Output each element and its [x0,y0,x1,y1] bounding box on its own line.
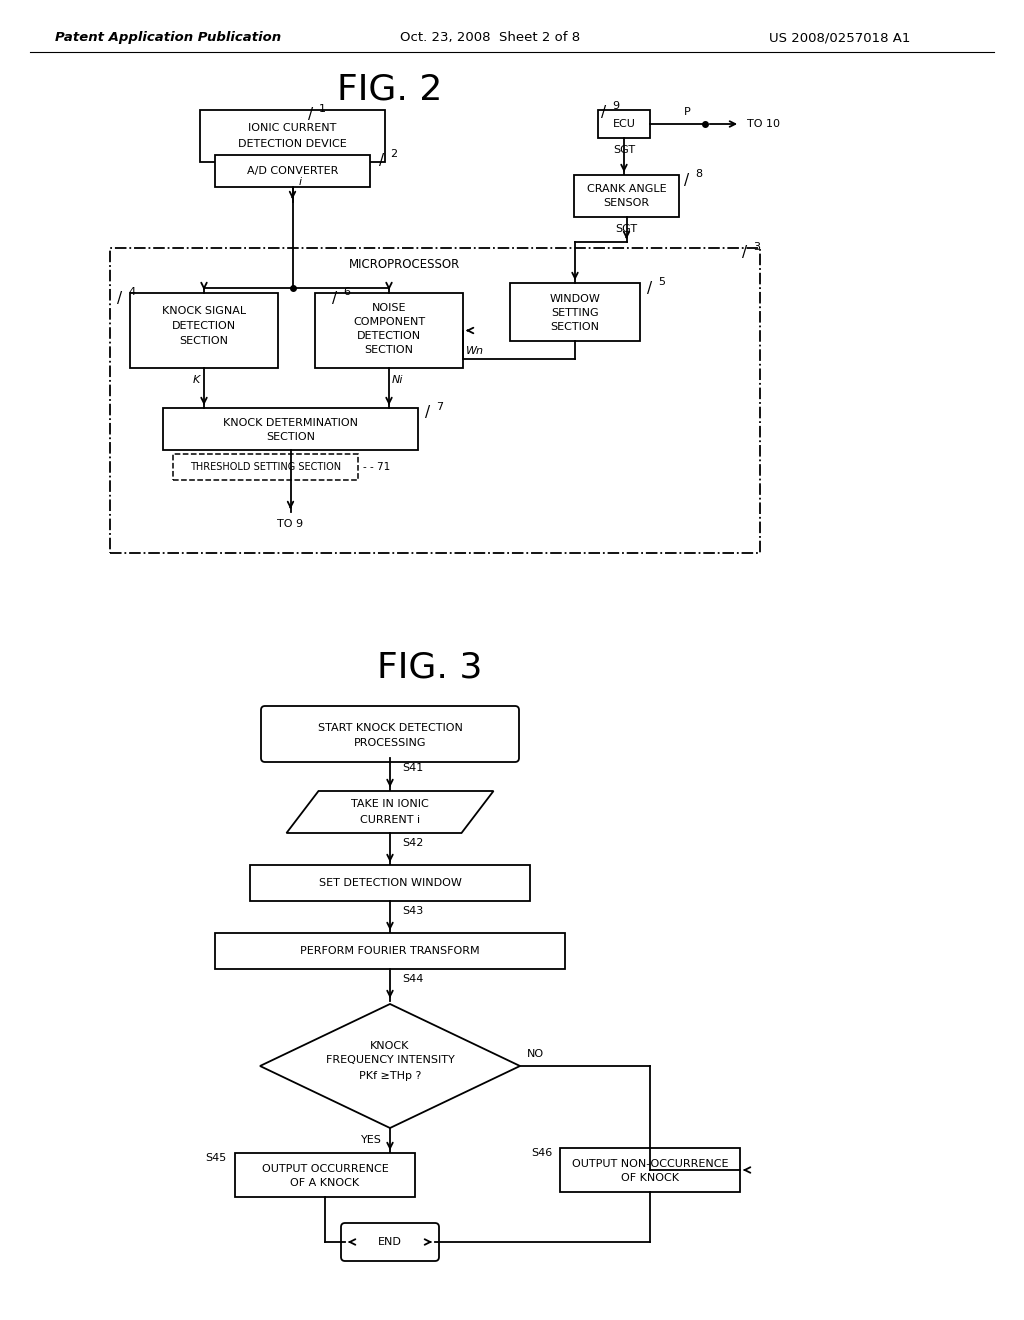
Text: SECTION: SECTION [266,432,315,442]
Bar [598,110,650,139]
Text: S43: S43 [402,906,423,916]
Text: /: / [647,281,652,296]
Text: DETECTION: DETECTION [172,321,237,331]
Text: DETECTION: DETECTION [357,331,421,341]
Text: Ni: Ni [391,375,402,385]
Text: OUTPUT NON-OCCURRENCE: OUTPUT NON-OCCURRENCE [571,1159,728,1170]
Text: FIG. 2: FIG. 2 [337,73,442,107]
Text: DETECTION DEVICE: DETECTION DEVICE [239,139,347,149]
Text: SECTION: SECTION [179,337,228,346]
Text: SETTING: SETTING [551,308,599,318]
Bar [250,865,530,902]
Text: - - 71: - - 71 [362,462,390,473]
Text: SECTION: SECTION [365,345,414,355]
Text: CRANK ANGLE: CRANK ANGLE [587,183,667,194]
Text: /: / [684,173,689,187]
Text: OF KNOCK: OF KNOCK [621,1173,679,1183]
Text: CURRENT i: CURRENT i [360,814,420,825]
Text: S45: S45 [206,1152,227,1163]
Text: /: / [425,405,430,421]
Text: 3: 3 [753,242,760,252]
Text: END: END [378,1237,402,1247]
Text: 8: 8 [695,169,702,180]
Text: 4: 4 [128,286,135,297]
Text: ECU: ECU [612,119,636,129]
Text: SGT: SGT [615,224,638,234]
Text: OF A KNOCK: OF A KNOCK [291,1177,359,1188]
Text: 6: 6 [343,286,350,297]
Text: NOISE: NOISE [372,304,407,313]
Text: S41: S41 [402,763,423,774]
Text: 1: 1 [318,104,326,114]
Bar [215,154,370,187]
Text: PERFORM FOURIER TRANSFORM: PERFORM FOURIER TRANSFORM [300,946,480,956]
Text: NO: NO [526,1049,544,1059]
Text: Wn: Wn [466,346,484,356]
Bar [130,293,278,368]
Text: START KNOCK DETECTION: START KNOCK DETECTION [317,723,463,733]
Text: FREQUENCY INTENSITY: FREQUENCY INTENSITY [326,1055,455,1065]
Text: /: / [601,104,606,120]
Text: PROCESSING: PROCESSING [353,738,426,748]
Bar [173,454,358,480]
Polygon shape [287,791,494,833]
Text: PKf ≥THp ?: PKf ≥THp ? [358,1071,421,1081]
Text: S42: S42 [402,838,423,847]
Text: SGT: SGT [613,145,635,154]
Bar [163,408,418,450]
Bar [574,176,679,216]
Text: TO 9: TO 9 [278,519,303,529]
Text: SENSOR: SENSOR [603,198,649,209]
Text: Patent Application Publication: Patent Application Publication [55,32,281,45]
Text: US 2008/0257018 A1: US 2008/0257018 A1 [769,32,910,45]
Text: K: K [193,375,200,385]
Text: FIG. 3: FIG. 3 [377,651,482,685]
Text: IONIC CURRENT: IONIC CURRENT [248,123,337,133]
Bar [234,1152,415,1197]
Text: TO 10: TO 10 [746,119,780,129]
Text: COMPONENT: COMPONENT [353,317,425,327]
Text: 9: 9 [612,102,620,111]
Text: KNOCK: KNOCK [371,1041,410,1051]
Text: WINDOW: WINDOW [550,294,600,304]
Bar [510,282,640,341]
Text: MICROPROCESSOR: MICROPROCESSOR [349,257,461,271]
Polygon shape [260,1005,520,1129]
Text: YES: YES [361,1135,382,1144]
Text: i: i [299,177,302,187]
FancyBboxPatch shape [261,706,519,762]
Text: KNOCK DETERMINATION: KNOCK DETERMINATION [223,418,358,428]
Bar [215,933,565,969]
Bar [200,110,385,162]
Text: 7: 7 [436,403,443,412]
Text: 5: 5 [658,277,665,286]
Text: /: / [380,153,385,168]
Text: /: / [742,246,748,260]
Text: S44: S44 [402,974,423,983]
Text: 2: 2 [390,149,397,158]
Text: KNOCK SIGNAL: KNOCK SIGNAL [162,306,246,315]
FancyBboxPatch shape [341,1224,439,1261]
Text: S46: S46 [530,1148,552,1158]
Text: SECTION: SECTION [551,322,599,333]
Text: THRESHOLD SETTING SECTION: THRESHOLD SETTING SECTION [189,462,341,473]
Text: TAKE IN IONIC: TAKE IN IONIC [351,799,429,809]
Text: P: P [684,107,690,117]
Text: /: / [333,290,338,305]
Text: A/D CONVERTER: A/D CONVERTER [247,166,338,176]
Bar [110,248,760,553]
Bar [315,293,463,368]
Text: Oct. 23, 2008  Sheet 2 of 8: Oct. 23, 2008 Sheet 2 of 8 [400,32,580,45]
Text: SET DETECTION WINDOW: SET DETECTION WINDOW [318,878,462,888]
Text: /: / [118,290,123,305]
Text: OUTPUT OCCURRENCE: OUTPUT OCCURRENCE [261,1164,388,1173]
Bar [560,1148,740,1192]
Text: /: / [308,107,313,123]
